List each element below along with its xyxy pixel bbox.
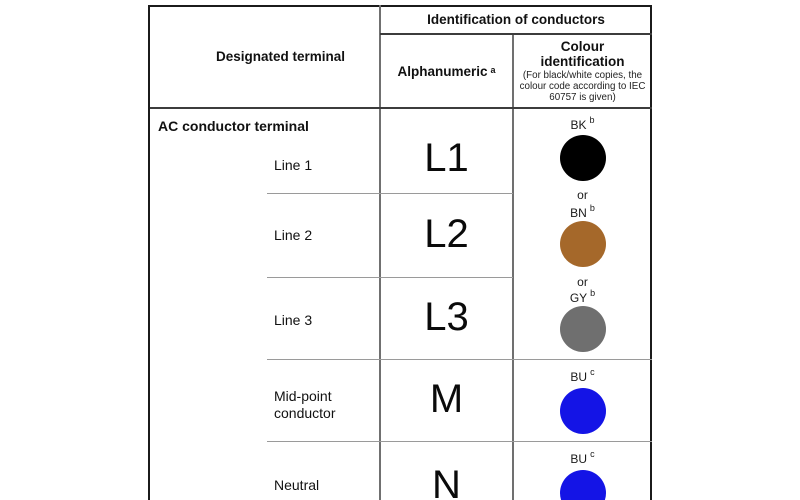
header-alphanumeric-label: Alphanumeric bbox=[397, 63, 488, 79]
or-separator: or bbox=[577, 275, 588, 289]
header-alphanumeric: Alphanumeric a bbox=[380, 34, 513, 108]
terminal-label-line3: Line 3 bbox=[274, 312, 313, 328]
colour-swatch-blue bbox=[513, 388, 652, 434]
row-divider-line3-midpoint bbox=[267, 359, 652, 360]
group-label-ac-conductor-terminal: AC conductor terminal bbox=[158, 118, 309, 134]
colour-code-label-bk: BK b bbox=[570, 115, 595, 132]
colour-swatch-blue bbox=[513, 470, 652, 500]
alphanumeric-code-m: M bbox=[429, 377, 464, 421]
header-designated-terminal: Designated terminal bbox=[215, 49, 346, 64]
footnote-marker-b: b bbox=[589, 203, 595, 213]
row-divider-midpoint-neutral bbox=[267, 441, 652, 442]
footnote-marker-b: b bbox=[590, 288, 596, 298]
footnote-marker-b: b bbox=[589, 115, 595, 125]
table-border bbox=[148, 5, 652, 500]
alphanumeric-code-l2: L2 bbox=[424, 212, 469, 256]
row-divider-line2-line3 bbox=[267, 277, 513, 278]
footnote-marker-a: a bbox=[490, 65, 496, 75]
column-divider-terminal-alphanumeric bbox=[379, 5, 381, 500]
header-subdivider-line bbox=[380, 33, 652, 35]
or-separator: or bbox=[577, 188, 588, 202]
colour-swatch-black bbox=[513, 135, 652, 181]
colour-code-label-bu: BU c bbox=[570, 449, 595, 466]
header-colour-subtitle: (For black/white copies, the colour code… bbox=[519, 70, 646, 103]
header-colour-identification: Colour identification (For black/white c… bbox=[513, 34, 652, 108]
colour-code-label-gy: GY b bbox=[569, 288, 596, 305]
colour-swatch-brown bbox=[513, 221, 652, 267]
terminal-label-line2: Line 2 bbox=[274, 227, 313, 243]
alphanumeric-code-l3: L3 bbox=[424, 295, 469, 339]
colour-swatch-grey bbox=[513, 306, 652, 352]
alphanumeric-code-l1: L1 bbox=[424, 136, 469, 180]
row-divider-line1-line2 bbox=[267, 193, 513, 194]
alphanumeric-code-n: N bbox=[432, 463, 461, 500]
footnote-marker-c: c bbox=[590, 449, 595, 459]
colour-code-label-bn: BN b bbox=[570, 203, 595, 220]
terminal-label-neutral: Neutral bbox=[274, 477, 320, 493]
colour-code-label-bu: BU c bbox=[570, 367, 595, 384]
footnote-marker-c: c bbox=[590, 367, 595, 377]
header-identification-of-conductors: Identification of conductors bbox=[427, 12, 605, 27]
terminal-label-line1: Line 1 bbox=[274, 157, 313, 173]
header-bottom-line bbox=[150, 107, 652, 109]
column-divider-alphanumeric-colour bbox=[512, 34, 514, 500]
header-colour-title: Colour identification bbox=[540, 39, 625, 69]
terminal-label-midpoint-conductor: Mid-point conductor bbox=[274, 388, 336, 421]
